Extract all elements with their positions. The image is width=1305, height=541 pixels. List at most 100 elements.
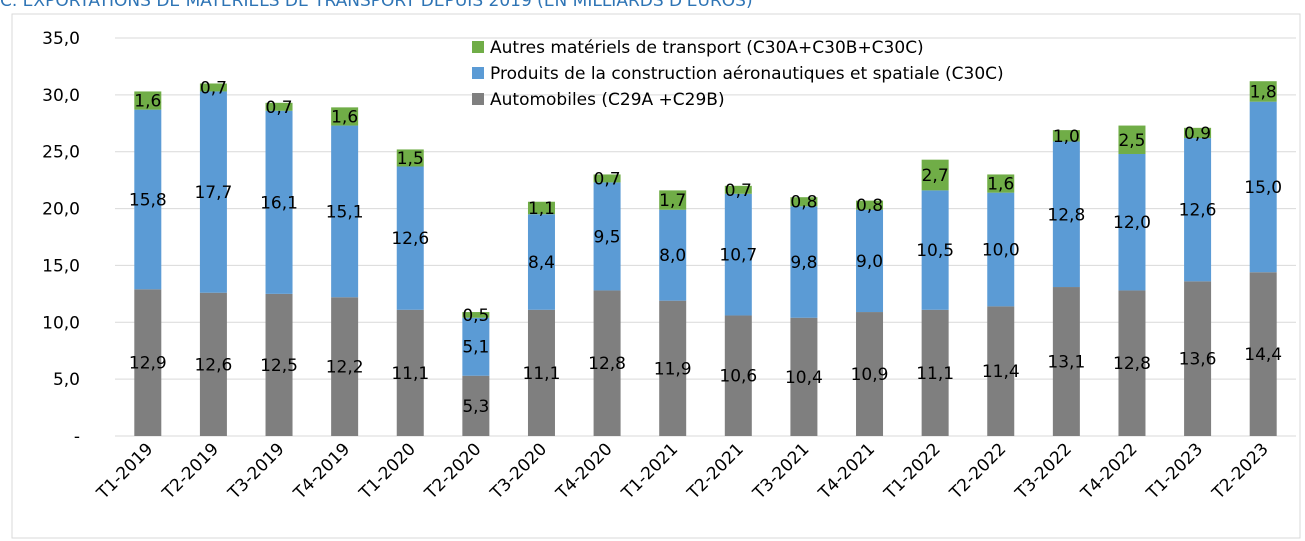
bar-segment: [1249, 272, 1277, 436]
x-tick-label: T2-2022: [946, 439, 1011, 504]
data-label: 1,6: [331, 107, 358, 127]
data-label: 0,8: [790, 193, 817, 213]
data-label: 8,4: [528, 253, 555, 273]
bar-segment: [199, 91, 227, 293]
legend-swatch: [472, 93, 484, 105]
bar-segment: [462, 312, 490, 318]
data-label: 1,8: [1250, 82, 1277, 102]
data-label: 10,5: [916, 241, 954, 261]
data-label: 12,2: [326, 358, 364, 378]
data-label: 2,5: [1118, 131, 1145, 151]
bar-segment: [790, 206, 818, 318]
data-label: 1,6: [134, 92, 161, 112]
legend-label: Produits de la construction aéronautique…: [490, 64, 1004, 84]
bar-segment: [593, 174, 621, 183]
bar-segment: [1118, 153, 1146, 291]
data-label: 13,6: [1179, 350, 1217, 370]
bar-segment: [987, 192, 1015, 307]
data-label: 11,9: [654, 359, 692, 379]
data-label: 15,0: [1244, 178, 1282, 198]
data-label: 12,9: [129, 354, 167, 374]
data-label: 0,5: [462, 306, 489, 326]
data-label: 1,0: [1053, 127, 1080, 147]
data-label: 9,5: [594, 227, 621, 247]
data-label: 12,8: [1113, 354, 1151, 374]
bar-segment: [1184, 127, 1212, 139]
bar-segment: [1118, 290, 1146, 436]
y-tick-label: 30,0: [42, 86, 80, 106]
data-label: 9,0: [856, 252, 883, 272]
data-label: 17,7: [194, 183, 232, 203]
bar-segment: [134, 109, 162, 290]
data-label: 12,0: [1113, 213, 1151, 233]
bar-segment: [724, 185, 752, 194]
data-label: 2,7: [922, 166, 949, 186]
data-label: 0,9: [1184, 124, 1211, 144]
x-tick-label: T2-2019: [158, 439, 223, 504]
data-label: 1,7: [659, 191, 686, 211]
data-label: 1,6: [987, 175, 1014, 195]
y-tick-label: 5,0: [53, 370, 80, 390]
bar-segment: [265, 102, 293, 111]
x-tick-label: T2-2021: [683, 439, 748, 504]
chart-title: C. EXPORTATIONS DE MATERIELS DE TRANSPOR…: [0, 0, 753, 11]
x-tick-label: T3-2022: [1011, 439, 1076, 504]
bar-segment: [396, 309, 424, 436]
bar-segment: [987, 306, 1015, 436]
data-label: 10,0: [982, 241, 1020, 261]
legend-label: Autres matériels de transport (C30A+C30B…: [490, 38, 924, 58]
data-label: 15,8: [129, 190, 167, 210]
bar-segment: [396, 149, 424, 167]
data-label: 12,6: [194, 355, 232, 375]
y-tick-label: 20,0: [42, 200, 80, 220]
bar-segment: [527, 309, 555, 436]
y-tick-label: -: [74, 427, 80, 447]
data-label: 8,0: [659, 246, 686, 266]
data-label: 16,1: [260, 193, 298, 213]
x-tick-label: T2-2020: [421, 439, 486, 504]
bar-segment: [724, 193, 752, 316]
x-tick-label: T4-2021: [814, 439, 879, 504]
data-label: 12,5: [260, 356, 298, 376]
bar-segment: [593, 290, 621, 436]
data-label: 13,1: [1047, 353, 1085, 373]
bar-segment: [921, 159, 949, 191]
bar-segment: [1249, 81, 1277, 102]
bar-segment: [134, 91, 162, 110]
data-label: 10,7: [719, 246, 757, 266]
bar-segment: [265, 110, 293, 294]
data-label: 0,7: [725, 181, 752, 201]
bar-segment: [1052, 141, 1080, 288]
data-label: 5,1: [462, 338, 489, 358]
bar-segment: [1184, 281, 1212, 436]
data-label: 0,8: [856, 196, 883, 216]
bar-segment: [199, 83, 227, 92]
data-label: 1,5: [397, 149, 424, 169]
chart-border: [11, 13, 1301, 539]
bar-segment: [1184, 138, 1212, 282]
legend-label: Automobiles (C29A +C29B): [490, 90, 725, 110]
data-label: 0,7: [594, 169, 621, 189]
bar-segment: [659, 190, 687, 210]
bar-segment: [331, 125, 359, 298]
data-label: 0,7: [266, 98, 293, 118]
bar-segment: [659, 300, 687, 436]
data-label: 12,8: [1047, 205, 1085, 225]
bar-segment: [396, 166, 424, 310]
data-label: 1,1: [528, 199, 555, 219]
data-label: 0,7: [200, 78, 227, 98]
data-label: 11,1: [916, 364, 954, 384]
bar-segment: [856, 209, 884, 313]
bar-segment: [462, 317, 490, 376]
data-label: 10,4: [785, 368, 823, 388]
y-tick-label: 25,0: [42, 143, 80, 163]
bar-segment: [659, 209, 687, 301]
x-tick-label: T1-2022: [880, 439, 945, 504]
bar-segment: [856, 200, 884, 210]
data-label: 11,1: [523, 364, 561, 384]
data-label: 5,3: [462, 397, 489, 417]
x-tick-label: T4-2022: [1077, 439, 1142, 504]
x-tick-label: T1-2019: [93, 439, 158, 504]
bar-segment: [593, 182, 621, 291]
bar-segment: [1052, 287, 1080, 436]
